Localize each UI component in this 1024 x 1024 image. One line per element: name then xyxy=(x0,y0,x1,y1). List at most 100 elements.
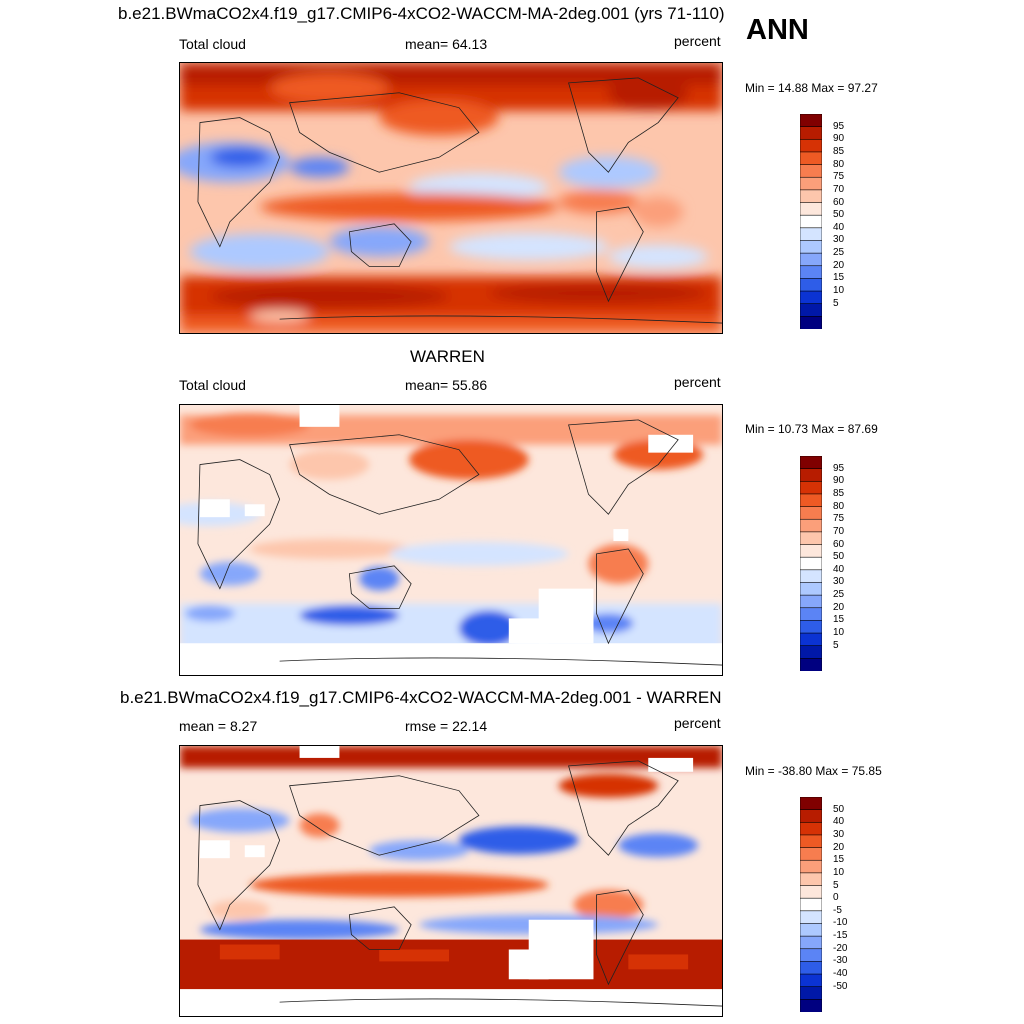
colorbar-swatch xyxy=(800,809,822,824)
colorbar-tick-label: 15 xyxy=(833,854,845,866)
colorbar-swatch xyxy=(800,923,822,937)
colorbar-swatch xyxy=(800,480,822,495)
colorbar-tick-label: 30 xyxy=(833,576,845,588)
colorbar-tick-label: 40 xyxy=(833,221,845,233)
colorbar-tick-label: 20 xyxy=(833,259,845,271)
colorbar-swatch xyxy=(800,303,822,318)
colorbar-tick-label: 25 xyxy=(833,589,845,601)
colorbar-swatch xyxy=(800,797,822,811)
colorbar-tick-label: -20 xyxy=(833,942,848,954)
figure-title: b.e21.BWmaCO2x4.f19_g17.CMIP6-4xCO2-WACC… xyxy=(118,4,725,23)
colorbar-swatch xyxy=(800,214,822,229)
colorbar-tick-label: -10 xyxy=(833,917,848,929)
colorbar-tick-label: 85 xyxy=(833,487,845,499)
colorbar-swatch xyxy=(800,594,822,609)
colorbar-swatch xyxy=(800,897,822,912)
colorbar-swatch xyxy=(800,986,822,1001)
colorbar-swatch xyxy=(800,620,822,634)
colorbar-swatch xyxy=(800,834,822,849)
colorbar-swatch xyxy=(800,885,822,899)
colorbar-tick-label: 30 xyxy=(833,828,845,840)
panel3-rmse-label: rmse = 22.14 xyxy=(405,718,488,734)
colorbar-swatch xyxy=(800,189,822,204)
colorbar-tick-label: 70 xyxy=(833,525,845,537)
colorbar-tick-label: 30 xyxy=(833,234,845,246)
colorbar-swatch xyxy=(800,290,822,305)
colorbar-swatch xyxy=(800,582,822,596)
panel1-colorbar-swatches xyxy=(800,114,822,329)
colorbar-swatch xyxy=(800,506,822,521)
colorbar-tick-label: 85 xyxy=(833,145,845,157)
colorbar-swatch xyxy=(800,961,822,975)
colorbar-tick-label: -30 xyxy=(833,955,848,967)
panel2-map-field xyxy=(180,405,722,675)
colorbar-swatch xyxy=(800,456,822,470)
colorbar-swatch xyxy=(800,847,822,862)
colorbar-swatch xyxy=(800,126,822,141)
colorbar-tick-label: 95 xyxy=(833,120,845,132)
colorbar-swatch xyxy=(800,114,822,128)
colorbar-swatch xyxy=(800,164,822,179)
colorbar-tick-label: 70 xyxy=(833,183,845,195)
colorbar-tick-label: 5 xyxy=(833,297,839,309)
colorbar-tick-label: -40 xyxy=(833,968,848,980)
colorbar-tick-label: 10 xyxy=(833,285,845,297)
colorbar-tick-label: 5 xyxy=(833,639,839,651)
colorbar-swatch xyxy=(800,316,822,329)
colorbar-swatch xyxy=(800,227,822,242)
colorbar-tick-label: 50 xyxy=(833,209,845,221)
colorbar-swatch xyxy=(800,138,822,153)
colorbar-tick-label: 20 xyxy=(833,601,845,613)
colorbar-swatch xyxy=(800,240,822,254)
colorbar-swatch xyxy=(800,556,822,571)
colorbar-tick-label: 0 xyxy=(833,892,839,904)
colorbar-tick-label: 50 xyxy=(833,551,845,563)
panel2-mean-label: mean= 55.86 xyxy=(405,377,488,393)
panel2-range-label: Min = 10.73 Max = 87.69 xyxy=(745,422,878,436)
panel2-title: WARREN xyxy=(410,347,485,366)
colorbar-tick-label: 90 xyxy=(833,133,845,145)
colorbar-tick-label: 15 xyxy=(833,614,845,626)
colorbar-tick-label: -15 xyxy=(833,930,848,942)
panel2-colorbar-swatches xyxy=(800,456,822,671)
colorbar-tick-label: 20 xyxy=(833,841,845,853)
panel2-units-label: percent xyxy=(674,374,721,390)
panel1-map xyxy=(179,62,723,334)
colorbar-swatch xyxy=(800,265,822,280)
colorbar-swatch xyxy=(800,999,822,1012)
colorbar-swatch xyxy=(800,176,822,191)
panel2-colorbar xyxy=(800,456,822,671)
colorbar-tick-label: 5 xyxy=(833,879,839,891)
colorbar-swatch xyxy=(800,973,822,988)
colorbar-swatch xyxy=(800,910,822,925)
colorbar-swatch xyxy=(800,658,822,671)
colorbar-swatch xyxy=(800,935,822,950)
colorbar-swatch xyxy=(800,518,822,533)
colorbar-swatch xyxy=(800,151,822,166)
colorbar-tick-label: 80 xyxy=(833,158,845,170)
panel3-colorbar-swatches xyxy=(800,797,822,1012)
colorbar-swatch xyxy=(800,202,822,216)
colorbar-tick-label: 95 xyxy=(833,462,845,474)
colorbar-tick-label: 75 xyxy=(833,171,845,183)
panel3-map xyxy=(179,745,723,1017)
panel3-range-label: Min = -38.80 Max = 75.85 xyxy=(745,764,882,778)
panel3-map-field xyxy=(180,746,722,1016)
colorbar-tick-label: 80 xyxy=(833,500,845,512)
colorbar-swatch xyxy=(800,948,822,963)
colorbar-tick-label: 60 xyxy=(833,196,845,208)
colorbar-swatch xyxy=(800,872,822,887)
panel3-colorbar xyxy=(800,797,822,1012)
colorbar-swatch xyxy=(800,569,822,584)
colorbar-tick-label: 40 xyxy=(833,816,845,828)
panel3-title: b.e21.BWmaCO2x4.f19_g17.CMIP6-4xCO2-WACC… xyxy=(120,688,722,707)
colorbar-tick-label: 10 xyxy=(833,866,845,878)
panel3-mean-label: mean = 8.27 xyxy=(179,718,258,734)
panel1-variable-label: Total cloud xyxy=(179,36,246,52)
colorbar-swatch xyxy=(800,468,822,483)
colorbar-tick-label: -50 xyxy=(833,980,848,992)
panel2-variable-label: Total cloud xyxy=(179,377,246,393)
colorbar-swatch xyxy=(800,531,822,546)
colorbar-tick-label: 60 xyxy=(833,538,845,550)
panel3-units-label: percent xyxy=(674,715,721,731)
